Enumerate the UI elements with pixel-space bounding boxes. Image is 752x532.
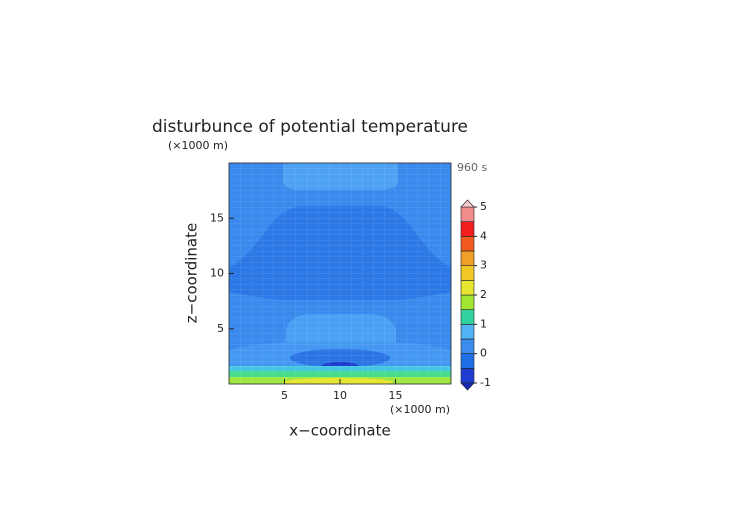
y-tick-label: 5 <box>217 322 224 335</box>
x-axis-label: x−coordinate <box>289 422 390 440</box>
time-label: 960 s <box>457 161 487 174</box>
colorbar-tick-label: 5 <box>480 200 487 213</box>
chart-title: disturbunce of potential temperature <box>152 117 468 137</box>
colorbar-segment <box>460 265 475 281</box>
x-tick-label: 10 <box>333 389 347 402</box>
colorbar-tick-label: 2 <box>480 288 487 301</box>
colorbar-segment <box>460 280 475 296</box>
colorbar-tick-label: 3 <box>480 259 487 272</box>
colorbar-under <box>460 382 475 391</box>
x-tick-label: 5 <box>281 389 288 402</box>
colorbar-tick-label: 4 <box>480 229 487 242</box>
x-unit: (×1000 m) <box>390 403 450 416</box>
colorbar-segment <box>460 353 475 369</box>
colorbar-segment <box>460 221 475 237</box>
colorbar-segment <box>460 324 475 340</box>
y-tick-label: 10 <box>210 267 224 280</box>
colorbar-segment <box>460 338 475 354</box>
colorbar-segment <box>460 294 475 310</box>
colorbar-segment <box>460 368 475 384</box>
x-tick-label: 15 <box>389 389 403 402</box>
colorbar-segment <box>460 250 475 266</box>
y-unit: (×1000 m) <box>168 139 228 152</box>
y-axis-label: z−coordinate <box>183 223 201 323</box>
colorbar-over <box>460 199 475 208</box>
y-tick-label: 15 <box>210 211 224 224</box>
colorbar-segment <box>460 309 475 325</box>
colorbar-tick-label: -1 <box>480 376 491 389</box>
colorbar-segment <box>460 236 475 252</box>
colorbar-tick-label: 0 <box>480 347 487 360</box>
colorbar-tick-label: 1 <box>480 317 487 330</box>
contour-field <box>229 163 451 384</box>
colorbar-segment <box>460 206 475 222</box>
